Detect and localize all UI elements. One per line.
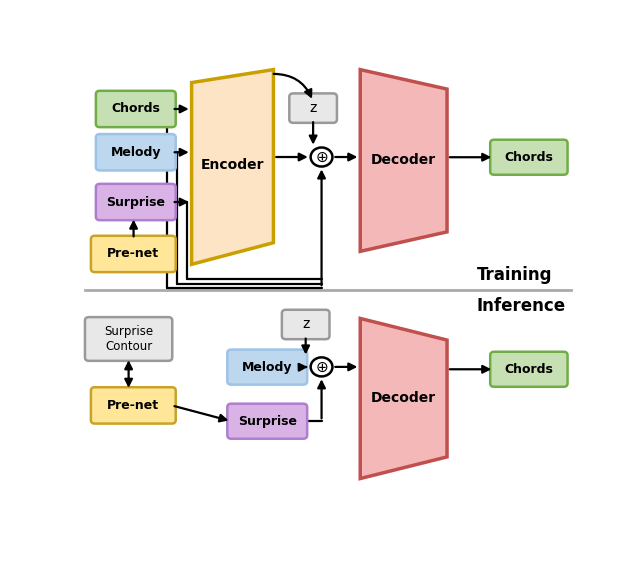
FancyBboxPatch shape [289, 93, 337, 123]
Text: $\oplus$: $\oplus$ [315, 359, 328, 374]
FancyBboxPatch shape [91, 387, 176, 424]
Text: Chords: Chords [504, 151, 554, 164]
FancyBboxPatch shape [85, 317, 172, 361]
Circle shape [310, 147, 332, 166]
Text: Chords: Chords [111, 102, 160, 115]
Polygon shape [360, 70, 447, 251]
Polygon shape [191, 70, 273, 264]
FancyBboxPatch shape [227, 350, 307, 384]
Text: Training: Training [477, 266, 552, 284]
Text: Decoder: Decoder [371, 392, 436, 406]
Text: Pre-net: Pre-net [108, 247, 159, 260]
FancyBboxPatch shape [282, 310, 330, 339]
Text: Pre-net: Pre-net [108, 399, 159, 412]
Text: Melody: Melody [242, 361, 292, 374]
Text: z: z [302, 318, 309, 332]
FancyBboxPatch shape [227, 404, 307, 439]
Text: Encoder: Encoder [201, 158, 264, 172]
Text: Melody: Melody [111, 146, 161, 158]
Circle shape [310, 357, 332, 377]
Text: Surprise: Surprise [237, 415, 297, 428]
FancyBboxPatch shape [490, 352, 568, 387]
FancyBboxPatch shape [490, 140, 568, 175]
FancyBboxPatch shape [96, 134, 176, 170]
Text: Surprise: Surprise [106, 196, 165, 209]
Text: Inference: Inference [477, 297, 566, 315]
Text: Chords: Chords [504, 363, 554, 376]
Text: Decoder: Decoder [371, 153, 436, 167]
FancyBboxPatch shape [91, 236, 176, 272]
Text: Surprise
Contour: Surprise Contour [104, 325, 153, 353]
Text: z: z [309, 101, 317, 115]
Polygon shape [360, 319, 447, 479]
Text: $\oplus$: $\oplus$ [315, 149, 328, 165]
FancyBboxPatch shape [96, 91, 176, 127]
FancyBboxPatch shape [96, 184, 176, 220]
